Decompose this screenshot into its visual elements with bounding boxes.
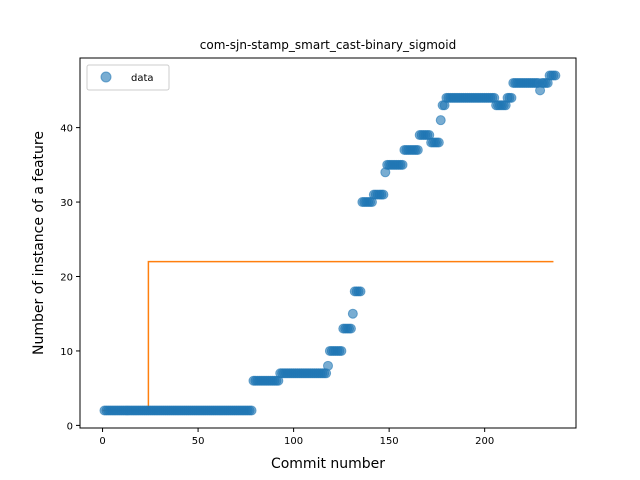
data-point bbox=[336, 345, 347, 356]
x-tick-label: 50 bbox=[192, 436, 205, 447]
legend-label-data: data bbox=[131, 73, 154, 84]
x-tick-label: 200 bbox=[475, 436, 494, 447]
plot-area bbox=[79, 57, 577, 429]
x-tick-label: 100 bbox=[284, 436, 303, 447]
data-point bbox=[347, 308, 358, 319]
data-point bbox=[412, 144, 423, 155]
legend-box bbox=[86, 64, 170, 91]
data-point bbox=[397, 159, 408, 170]
x-axis-label: Commit number bbox=[271, 456, 385, 472]
y-tick-label: 10 bbox=[60, 347, 73, 358]
y-axis-label: Number of instance of a feature bbox=[31, 131, 47, 355]
x-tick-label: 0 bbox=[99, 436, 105, 447]
x-axis: 0 50 100 150 200 bbox=[99, 428, 494, 447]
data-point bbox=[323, 360, 333, 371]
data-point bbox=[435, 115, 446, 126]
legend-marker-data bbox=[100, 71, 112, 83]
data-points-layer bbox=[99, 70, 561, 416]
y-tick-label: 30 bbox=[60, 198, 73, 209]
data-point bbox=[246, 405, 257, 416]
legend: data bbox=[86, 64, 170, 91]
x-tick-label: 150 bbox=[380, 436, 399, 447]
data-point bbox=[506, 92, 517, 103]
data-point bbox=[433, 137, 444, 148]
y-axis: 0 10 20 30 40 bbox=[60, 124, 80, 432]
y-tick-label: 0 bbox=[67, 421, 73, 432]
y-tick-label: 40 bbox=[60, 124, 73, 135]
chart-title: com-sjn-stamp_smart_cast-binary_sigmoid bbox=[200, 38, 456, 52]
plot-border bbox=[79, 57, 577, 429]
y-tick-label: 20 bbox=[60, 273, 73, 284]
data-point bbox=[550, 70, 561, 81]
data-point bbox=[355, 286, 366, 297]
data-point bbox=[345, 323, 356, 334]
data-point bbox=[378, 189, 389, 200]
